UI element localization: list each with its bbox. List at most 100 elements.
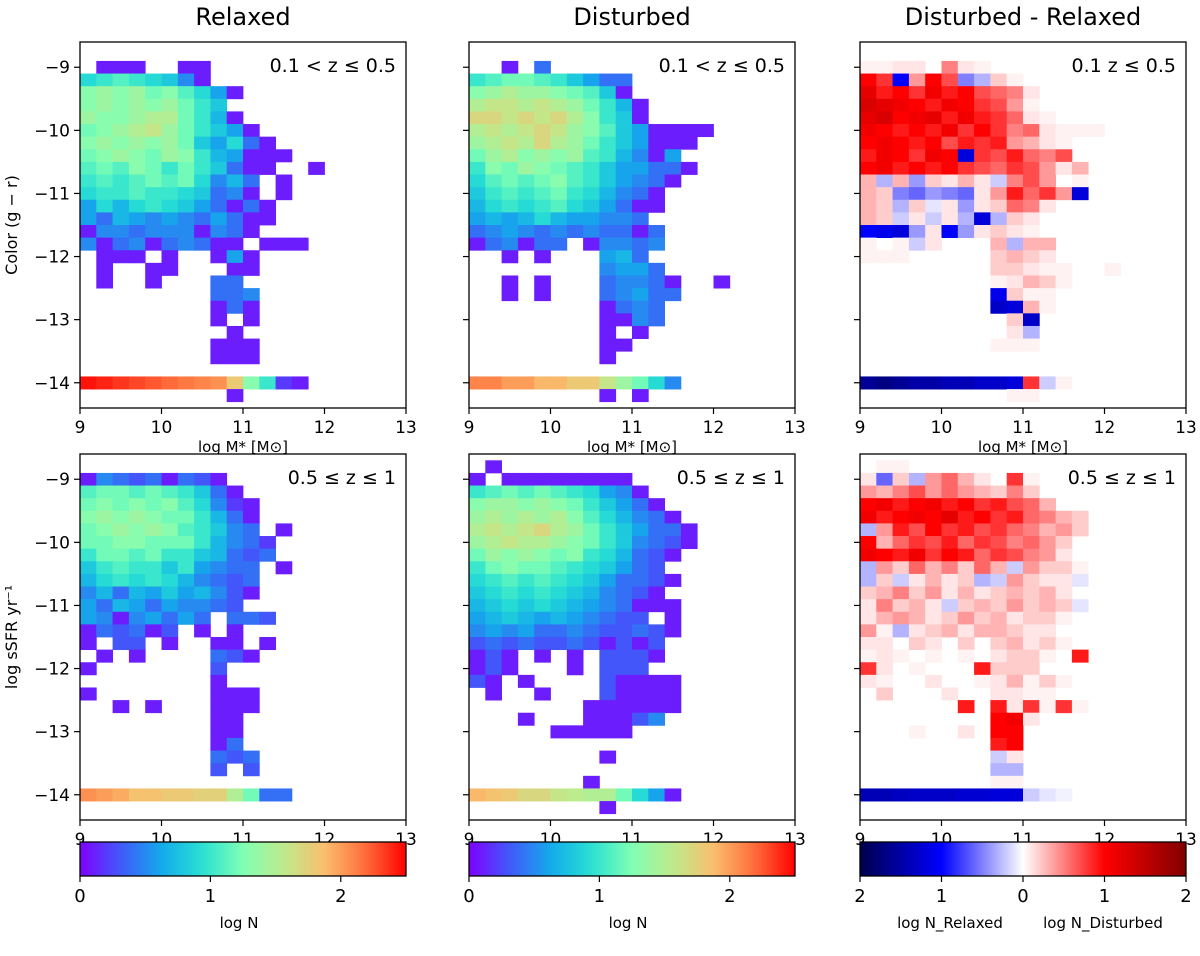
heatmap-cell (908, 212, 926, 226)
heatmap-cell (128, 98, 146, 112)
heatmap-cell (615, 161, 633, 175)
heatmap-cell (1071, 599, 1089, 613)
heatmap-cell (194, 136, 211, 150)
heatmap-cell (1055, 548, 1073, 562)
heatmap-cell (469, 98, 486, 112)
heatmap-cell (177, 788, 195, 802)
heatmap-cell (210, 111, 228, 125)
colorbar-label-disturbed: log N_Disturbed (1043, 914, 1163, 933)
colorbar-tick-label: 1 (1099, 886, 1110, 907)
y-tick-label: −10 (34, 533, 70, 553)
colorbar-label: log N (609, 914, 648, 932)
colorbar-3: 2 1 0 1 2 log N_Relaxed log N_Disturbed (854, 841, 1192, 933)
heatmap-cell (925, 237, 942, 251)
heatmap-cell (194, 149, 211, 163)
heatmap-cell (990, 775, 1008, 789)
heatmap-cell (664, 788, 682, 802)
heatmap-cell (80, 98, 97, 112)
heatmap-cell (1006, 573, 1024, 587)
heatmap-cell (226, 351, 244, 365)
heatmap-cell (210, 637, 228, 651)
panel-relaxed-low-z: 9 10 11 12 13 −9 −10 −11 −12 −13 −14 log M* [M⊙] Col… (2, 3, 417, 456)
heatmap-cell (990, 338, 1008, 352)
heatmap-cell (648, 586, 665, 600)
heatmap-cell (1006, 174, 1024, 188)
heatmap-cell (925, 573, 942, 587)
y-tick-label: −14 (34, 786, 70, 806)
heatmap-cell (112, 599, 130, 613)
heatmap-cell (485, 161, 502, 175)
heatmap-cell (925, 586, 942, 600)
heatmap-cell (80, 124, 97, 138)
heatmap-cell (210, 313, 228, 327)
heatmap-cell (177, 472, 195, 486)
heatmap-cell (908, 523, 926, 537)
heatmap-cell (177, 498, 195, 512)
heatmap-cell (990, 149, 1008, 163)
heatmap-cell (485, 212, 502, 226)
heatmap-cell (550, 624, 568, 638)
heatmap-cell (550, 536, 568, 550)
heatmap-cell (566, 788, 584, 802)
heatmap-cell (860, 788, 877, 802)
heatmap-cell (550, 548, 568, 562)
heatmap-cell (1039, 237, 1056, 251)
heatmap-cell (664, 288, 682, 302)
heatmap-cell (501, 288, 519, 302)
heatmap-cell (210, 338, 228, 352)
heatmap-cell (892, 111, 910, 125)
heatmap-cell (226, 548, 244, 562)
heatmap-cell (925, 637, 942, 651)
heatmap-cell (615, 637, 633, 651)
heatmap-cell (941, 548, 959, 562)
heatmap-cell (145, 510, 162, 524)
heatmap-cell (177, 111, 195, 125)
heatmap-cell (1039, 561, 1056, 575)
heatmap-cell (974, 586, 991, 600)
heatmap-cell (80, 498, 97, 512)
heatmap-cell (177, 548, 195, 562)
panel-disturbed-low-z: 9 10 11 12 13 log M* [M⊙] Disturbed 0.1 < z ≤ 0… (463, 3, 806, 456)
heatmap-cell (908, 788, 926, 802)
heatmap-cell (1006, 161, 1024, 175)
heatmap-cell (80, 536, 97, 550)
heatmap-cell (177, 174, 195, 188)
heatmap-cell (1006, 775, 1024, 789)
heatmap-cell (1006, 136, 1024, 150)
heatmap-cell (243, 174, 260, 188)
heatmap-cell (112, 136, 130, 150)
heatmap-cell (145, 199, 162, 213)
heatmap-cell (96, 624, 113, 638)
heatmap-cell (210, 149, 228, 163)
heatmap-cell (566, 599, 584, 613)
heatmap-cell (194, 237, 211, 251)
heatmap-cell (177, 510, 195, 524)
heatmap-cells (80, 60, 325, 403)
heatmap-cell (534, 86, 551, 100)
heatmap-cell (501, 573, 519, 587)
heatmap-cell (517, 523, 535, 537)
heatmap-cell (974, 376, 991, 390)
heatmap-cell (243, 573, 260, 587)
heatmap-cell (632, 523, 649, 537)
heatmap-cell (615, 586, 633, 600)
heatmap-cell (112, 561, 130, 575)
heatmap-cell (226, 485, 244, 499)
heatmap-cell (876, 687, 893, 701)
heatmap-cell (550, 111, 568, 125)
heatmap-cell (990, 573, 1008, 587)
heatmap-cell (664, 674, 682, 688)
heatmap-cell (941, 136, 959, 150)
heatmap-cell (259, 611, 276, 625)
heatmap-cell (485, 174, 502, 188)
heatmap-cell (908, 225, 926, 239)
heatmap-cell (1055, 275, 1073, 289)
heatmap-cell (534, 523, 551, 537)
heatmap-cell (485, 586, 502, 600)
heatmap-cell (112, 111, 130, 125)
heatmap-cell (892, 460, 910, 474)
heatmap-cell (517, 586, 535, 600)
y-tick-label: −9 (45, 58, 70, 78)
heatmap-cell (1039, 275, 1056, 289)
heatmap-cell (112, 510, 130, 524)
